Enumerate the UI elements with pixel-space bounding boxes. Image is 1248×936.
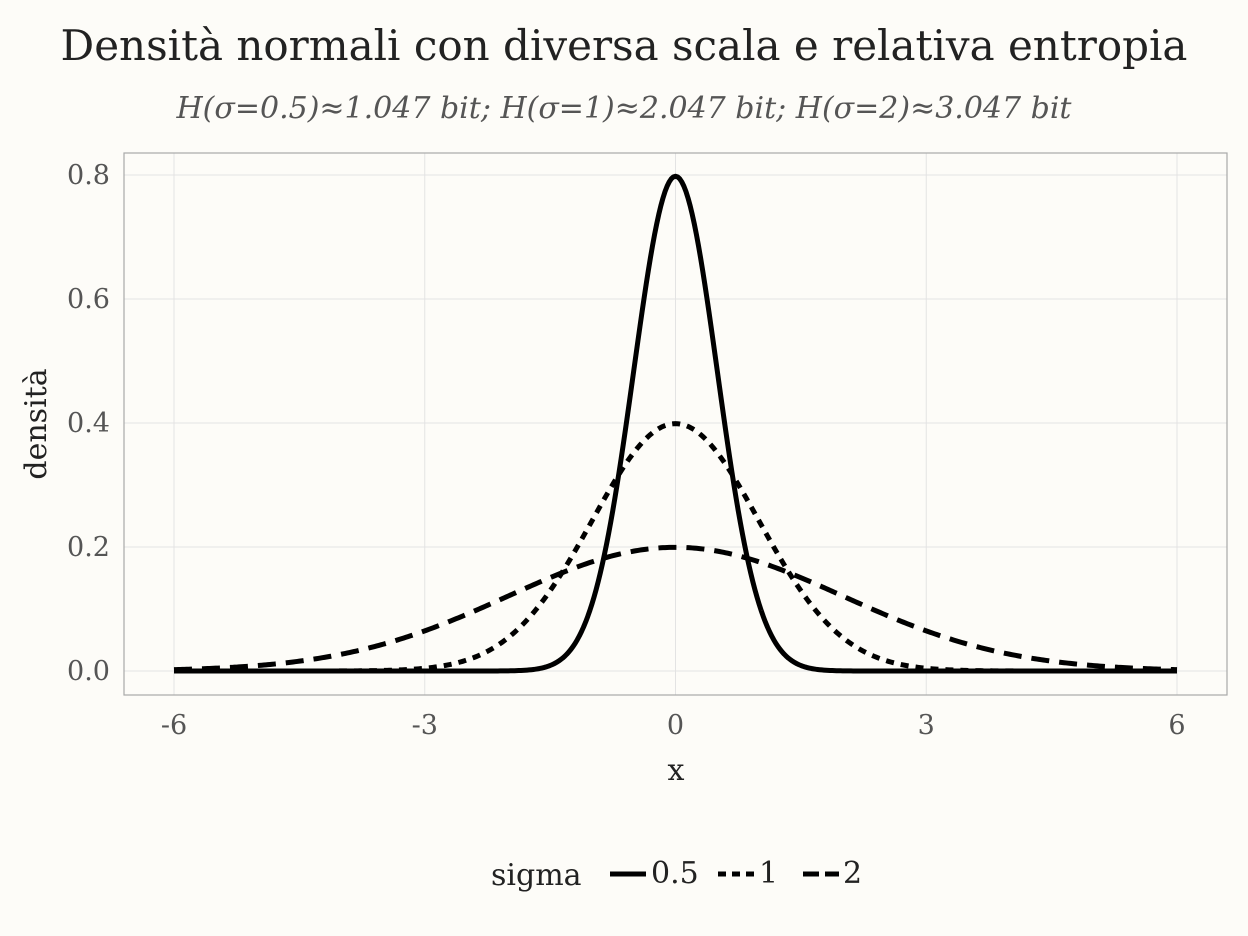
legend-label: 1 (759, 856, 778, 891)
legend: sigma 0.5 1 2 (491, 856, 862, 893)
chart-subtitle: H(σ=0.5)≈1.047 bit; H(σ=1)≈2.047 bit; H(… (176, 91, 1073, 126)
x-tick-label: 0 (667, 710, 684, 741)
y-tick-label: 0.8 (67, 160, 110, 191)
series-line-sigma-2 (173, 544, 1178, 673)
x-tick-label: 6 (1168, 710, 1185, 741)
y-tick-label: 0.6 (67, 284, 110, 315)
x-tick-label: -6 (161, 710, 187, 741)
tick-labels: -6 -3 0 3 6 0.0 0.2 0.4 0.6 0.8 (67, 160, 1186, 741)
legend-label: 2 (843, 856, 862, 891)
chart-title: Densità normali con diversa scala e rela… (61, 21, 1188, 70)
legend-title: sigma (491, 858, 582, 893)
y-tick-label: 0.2 (67, 532, 110, 563)
x-tick-label: -3 (412, 710, 438, 741)
y-tick-label: 0.4 (67, 408, 110, 439)
y-tick-label: 0.0 (67, 656, 110, 687)
y-axis-title: densità (19, 368, 54, 479)
x-axis-title: x (668, 753, 685, 788)
legend-label: 0.5 (651, 856, 699, 891)
series-layer (173, 173, 1178, 674)
plot-frame (123, 152, 1228, 696)
series-line-sigma-0-5 (173, 173, 1178, 674)
x-tick-label: 3 (918, 710, 935, 741)
